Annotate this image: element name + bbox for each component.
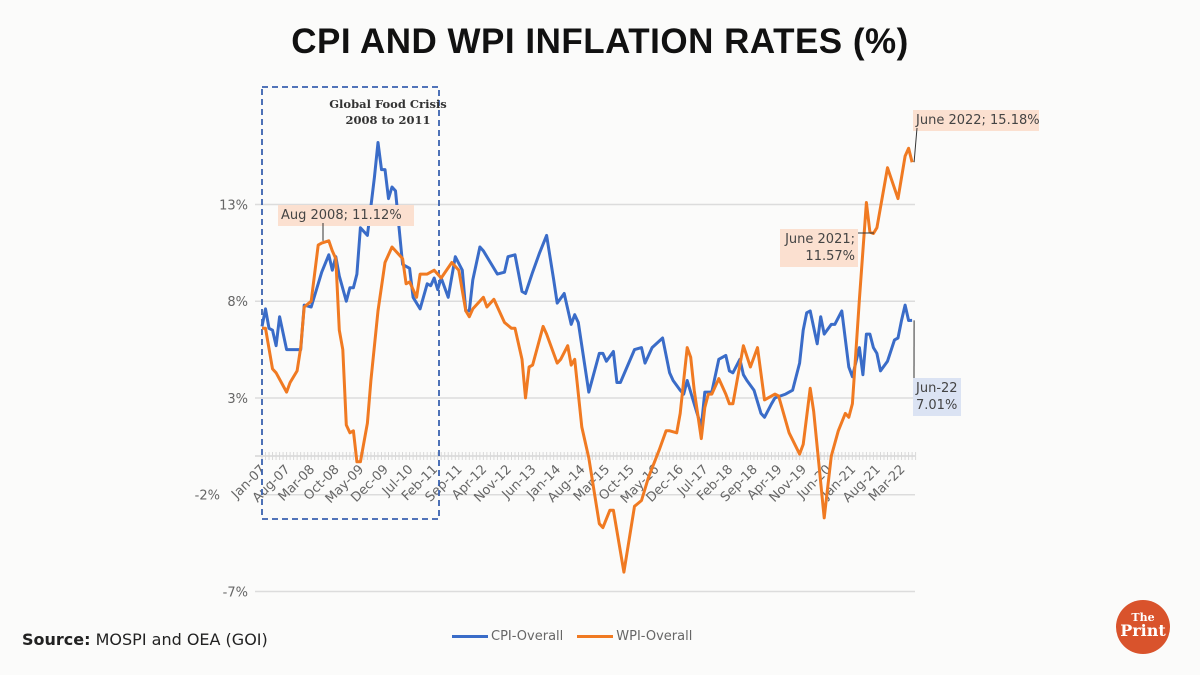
food-crisis-box: Global Food Crisis 2008 to 2011 — [261, 86, 447, 520]
annotation-june-2022-wpi-leader — [913, 127, 918, 163]
food-crisis-label: Global Food Crisis — [329, 97, 447, 111]
legend: CPI-Overall WPI-Overall — [452, 629, 698, 644]
wpi-line — [262, 146, 914, 574]
y-tick-label: 3% — [227, 392, 248, 407]
food-crisis-dashed-box — [261, 86, 440, 520]
annotation-jun-22-cpi-bg — [913, 378, 961, 416]
chart-title: CPI AND WPI INFLATION RATES (%) — [291, 22, 909, 61]
wpi-swatch-icon — [577, 635, 614, 638]
source-label: Source: — [22, 630, 91, 649]
annotation-june-2022-wpi: June 2022; 15.18% — [915, 113, 1040, 128]
annotation-jun-22-cpi: Jun-22 — [915, 381, 958, 396]
x-axis: Jan-07Aug-07Mar-08Oct-08May-09Dec-09Jul-… — [228, 452, 917, 507]
logo-line2: Print — [1120, 621, 1166, 640]
annotation-aug-2008-bg — [278, 205, 414, 226]
annotation-june-2022-wpi-bg — [913, 110, 1039, 131]
y-tick-label: -7% — [223, 585, 248, 600]
food-crisis-label: 2008 to 2011 — [345, 113, 430, 127]
y-tick-label: -2% — [195, 489, 220, 504]
annotation-june-2021-bg — [780, 229, 858, 267]
legend-label-wpi: WPI-Overall — [616, 629, 693, 644]
annotation-aug-2008: Aug 2008; 11.12% — [281, 208, 402, 223]
legend-label-cpi: CPI-Overall — [491, 629, 564, 644]
gridlines — [255, 203, 915, 593]
annotation-june-2021: June 2021; — [784, 232, 855, 247]
legend-item-wpi[interactable]: WPI-Overall — [577, 629, 692, 644]
y-tick-label: 8% — [227, 295, 248, 310]
annotation-june-2021: 11.57% — [805, 249, 855, 264]
y-axis: 13% 8% 3% -2% -7% — [195, 198, 248, 600]
legend-item-cpi[interactable]: CPI-Overall — [452, 629, 563, 644]
cpi-swatch-icon — [452, 635, 488, 638]
annotation-jun-22-cpi: 7.01% — [916, 398, 957, 413]
cpi-line — [260, 141, 913, 429]
source-text: MOSPI and OEA (GOI) — [95, 630, 268, 649]
theprint-logo: The Print — [1116, 600, 1170, 654]
annotations: Aug 2008; 11.12% June 2022; 15.18% June 20… — [278, 110, 1040, 416]
y-tick-label: 13% — [219, 198, 248, 213]
source-note: Source: MOSPI and OEA (GOI) — [22, 630, 268, 649]
logo-line1: The — [1131, 611, 1155, 624]
